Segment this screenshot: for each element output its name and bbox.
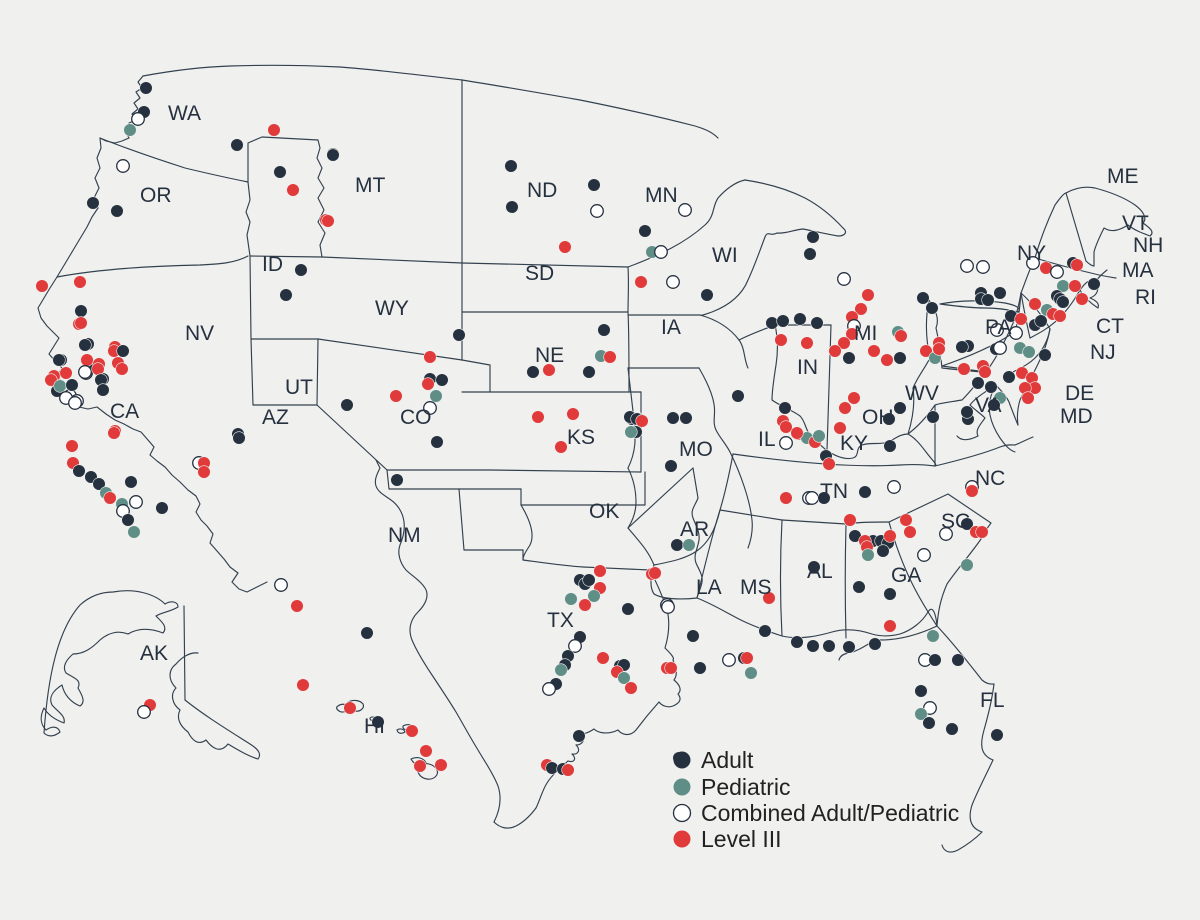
svg-text:MN: MN (645, 184, 678, 207)
svg-text:DE: DE (1065, 382, 1094, 405)
svg-text:GA: GA (891, 564, 921, 587)
svg-text:LA: LA (696, 576, 722, 599)
svg-text:NH: NH (1133, 234, 1163, 257)
svg-text:TN: TN (820, 480, 848, 503)
svg-text:OR: OR (140, 184, 172, 207)
svg-text:MT: MT (355, 174, 385, 197)
svg-text:MD: MD (1060, 405, 1093, 428)
svg-text:NM: NM (388, 524, 421, 547)
svg-text:FL: FL (980, 689, 1005, 712)
svg-text:MA: MA (1122, 259, 1154, 282)
svg-text:MI: MI (854, 322, 877, 345)
svg-text:NC: NC (975, 467, 1005, 490)
svg-text:OH: OH (862, 406, 894, 429)
svg-text:ID: ID (262, 253, 283, 276)
svg-text:TX: TX (547, 609, 574, 632)
svg-text:KS: KS (567, 426, 595, 449)
svg-text:WY: WY (375, 297, 409, 320)
svg-text:CT: CT (1096, 315, 1124, 338)
svg-text:CO: CO (400, 406, 432, 429)
svg-text:AZ: AZ (262, 406, 289, 429)
svg-text:VA: VA (975, 394, 1001, 417)
svg-text:CA: CA (110, 400, 139, 423)
svg-text:SC: SC (941, 510, 970, 533)
svg-text:AK: AK (140, 642, 168, 665)
svg-text:WV: WV (905, 382, 939, 405)
svg-text:IN: IN (797, 356, 818, 379)
svg-text:IA: IA (661, 316, 681, 339)
svg-text:AR: AR (680, 518, 709, 541)
svg-text:AL: AL (807, 560, 833, 583)
svg-text:Level III: Level III (701, 826, 782, 852)
svg-text:OK: OK (589, 500, 619, 523)
svg-text:NJ: NJ (1090, 341, 1116, 364)
svg-text:NY: NY (1017, 242, 1046, 265)
svg-text:ND: ND (527, 179, 557, 202)
svg-text:KY: KY (840, 432, 868, 455)
svg-text:Combined Adult/Pediatric: Combined Adult/Pediatric (701, 800, 959, 826)
svg-text:IL: IL (758, 428, 776, 451)
svg-text:WI: WI (712, 244, 738, 267)
svg-text:UT: UT (285, 376, 313, 399)
svg-text:VT: VT (1122, 212, 1149, 235)
svg-text:MS: MS (740, 576, 772, 599)
svg-text:PA: PA (985, 316, 1011, 339)
svg-text:ME: ME (1107, 165, 1139, 188)
svg-text:Pediatric: Pediatric (701, 774, 790, 800)
svg-text:RI: RI (1135, 286, 1156, 309)
svg-text:HI: HI (364, 715, 385, 738)
svg-text:SD: SD (525, 262, 554, 285)
svg-text:NV: NV (185, 322, 214, 345)
svg-text:WA: WA (168, 102, 201, 125)
svg-text:NE: NE (535, 344, 564, 367)
svg-text:Adult: Adult (701, 747, 754, 773)
svg-text:MO: MO (679, 438, 713, 461)
